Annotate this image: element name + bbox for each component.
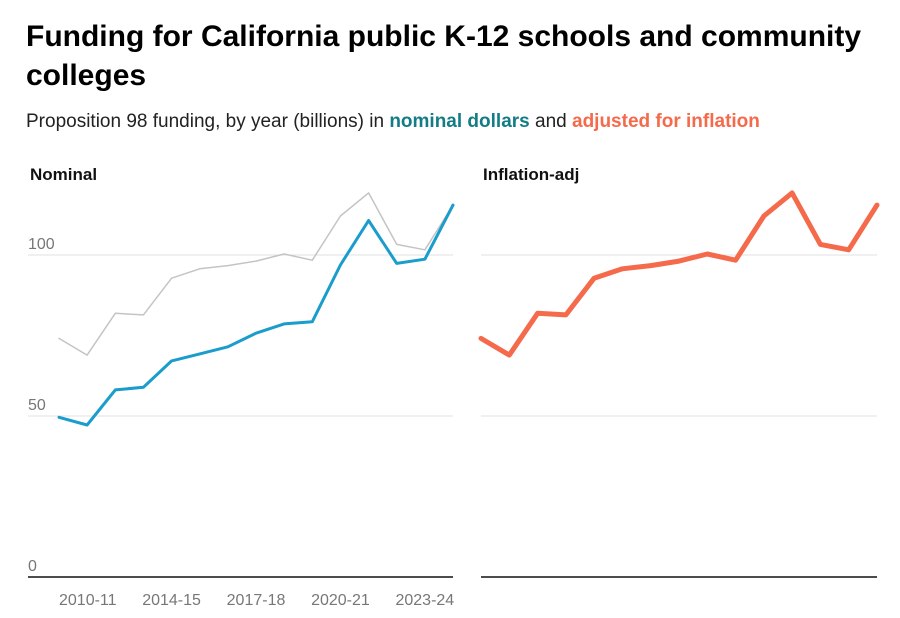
x-tick-label: 2020-21 xyxy=(311,592,370,609)
subtitle-middle: and xyxy=(530,111,572,132)
y-tick-label: 0 xyxy=(28,558,37,575)
chart-subtitle: Proposition 98 funding, by year (billion… xyxy=(26,111,760,132)
subtitle-nominal: nominal dollars xyxy=(389,111,529,132)
panel-title-inflation-adj: Inflation-adj xyxy=(483,165,579,184)
subtitle-adjusted: adjusted for inflation xyxy=(572,111,760,132)
chart-title-line1: Funding for California public K-12 schoo… xyxy=(26,20,861,53)
panel-title-nominal: Nominal xyxy=(30,165,97,184)
y-tick-label: 100 xyxy=(28,236,55,253)
subtitle-prefix: Proposition 98 funding, by year (billion… xyxy=(26,111,389,132)
x-tick-label: 2010-11 xyxy=(59,592,117,609)
x-tick-label: 2023-24 xyxy=(395,592,454,609)
adjusted-series-line xyxy=(478,190,880,358)
x-tick-label: 2014-15 xyxy=(142,592,201,609)
y-tick-label: 50 xyxy=(28,397,46,414)
context-series-line xyxy=(58,192,454,356)
chart-title-line2: colleges xyxy=(26,59,146,92)
x-tick-label: 2017-18 xyxy=(227,592,286,609)
nominal-series-line xyxy=(57,203,455,427)
